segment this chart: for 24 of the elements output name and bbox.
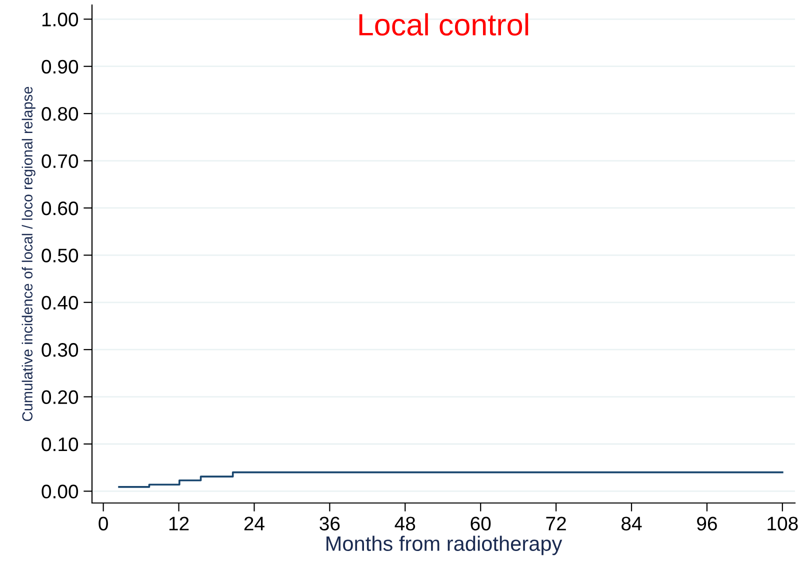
x-tick-label: 0 xyxy=(98,516,108,530)
y-tick-label: 0.60 xyxy=(42,201,78,216)
x-tick-label: 108 xyxy=(768,516,798,530)
x-tick-label: 36 xyxy=(320,516,340,530)
y-tick-label: 1.00 xyxy=(42,12,78,26)
y-tick-label: 0.70 xyxy=(42,154,78,168)
x-tick-label: 96 xyxy=(697,516,717,530)
y-tick-label: 0.80 xyxy=(42,107,78,121)
y-tick-label: 0.40 xyxy=(42,296,78,310)
x-tick-label: 48 xyxy=(394,516,416,530)
chart-title: Local control xyxy=(359,13,528,36)
y-tick-label: 0.20 xyxy=(42,390,78,404)
y-tick-label: 0.00 xyxy=(42,484,78,498)
x-tick-label: 24 xyxy=(244,516,264,530)
x-tick-label: 12 xyxy=(169,516,189,530)
y-tick-label: 0.50 xyxy=(42,248,78,262)
y-tick-label: 0.30 xyxy=(42,343,78,357)
y-tick-label: 0.90 xyxy=(42,60,78,74)
y-axis-title: Cumulative incidence of local / loco regional relapse xyxy=(22,86,36,422)
x-axis-title: Months from radiotherapy xyxy=(326,536,562,556)
y-tick-label: 0.10 xyxy=(42,437,78,452)
x-tick-label: 84 xyxy=(622,516,642,530)
x-tick-label: 72 xyxy=(546,516,566,530)
x-tick-label: 60 xyxy=(470,516,491,530)
